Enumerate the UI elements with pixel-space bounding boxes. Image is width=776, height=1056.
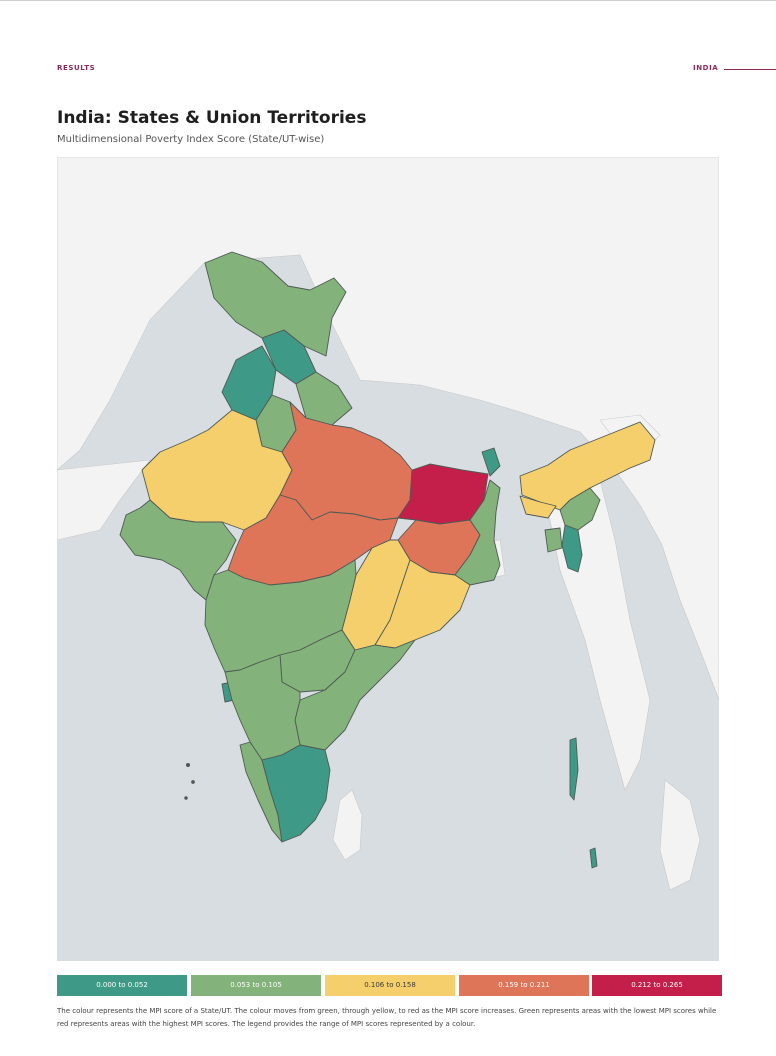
page-title: India: States & Union Territories [57,108,367,128]
legend-item-3: 0.159 to 0.211 [459,975,589,996]
legend-item-1: 0.053 to 0.105 [191,975,321,996]
ut-andaman [569,737,579,801]
sri-lanka-land [332,789,363,861]
foreign-land-west [57,459,151,541]
ut-nicobar [589,847,598,869]
state-meghalaya [519,495,557,519]
state-karnataka [224,654,301,761]
state-sikkim [481,447,501,477]
state-gujarat [119,499,237,601]
map-caption: The colour represents the MPI score of a… [57,1007,717,1028]
ut-lakshadweep-2 [191,780,195,784]
foreign-land-southeast [659,779,701,891]
top-rule [0,0,776,1]
mpi-map [57,157,719,961]
legend-item-0: 0.000 to 0.052 [57,975,187,996]
states-layer [119,251,656,869]
foreign-land-north [57,157,719,701]
legend-item-2: 0.106 to 0.158 [325,975,455,996]
page-subtitle: Multidimensional Poverty Index Score (St… [57,134,325,145]
state-mizoram [561,524,583,573]
map-legend: 0.000 to 0.052 0.053 to 0.105 0.106 to 0… [57,975,722,996]
ut-lakshadweep-1 [185,762,191,768]
legend-item-4: 0.212 to 0.265 [592,975,722,996]
state-tripura [544,527,563,553]
state-tamil-nadu [261,744,331,843]
state-west-bengal [454,479,501,586]
header-rule [724,69,776,70]
state-odisha [374,559,471,649]
ut-lakshadweep-3 [184,796,188,800]
map-svg [57,157,719,961]
section-label-results: RESULTS [57,64,96,72]
state-jammu-kashmir-ladakh [204,251,347,357]
section-label-india: INDIA [693,64,719,72]
